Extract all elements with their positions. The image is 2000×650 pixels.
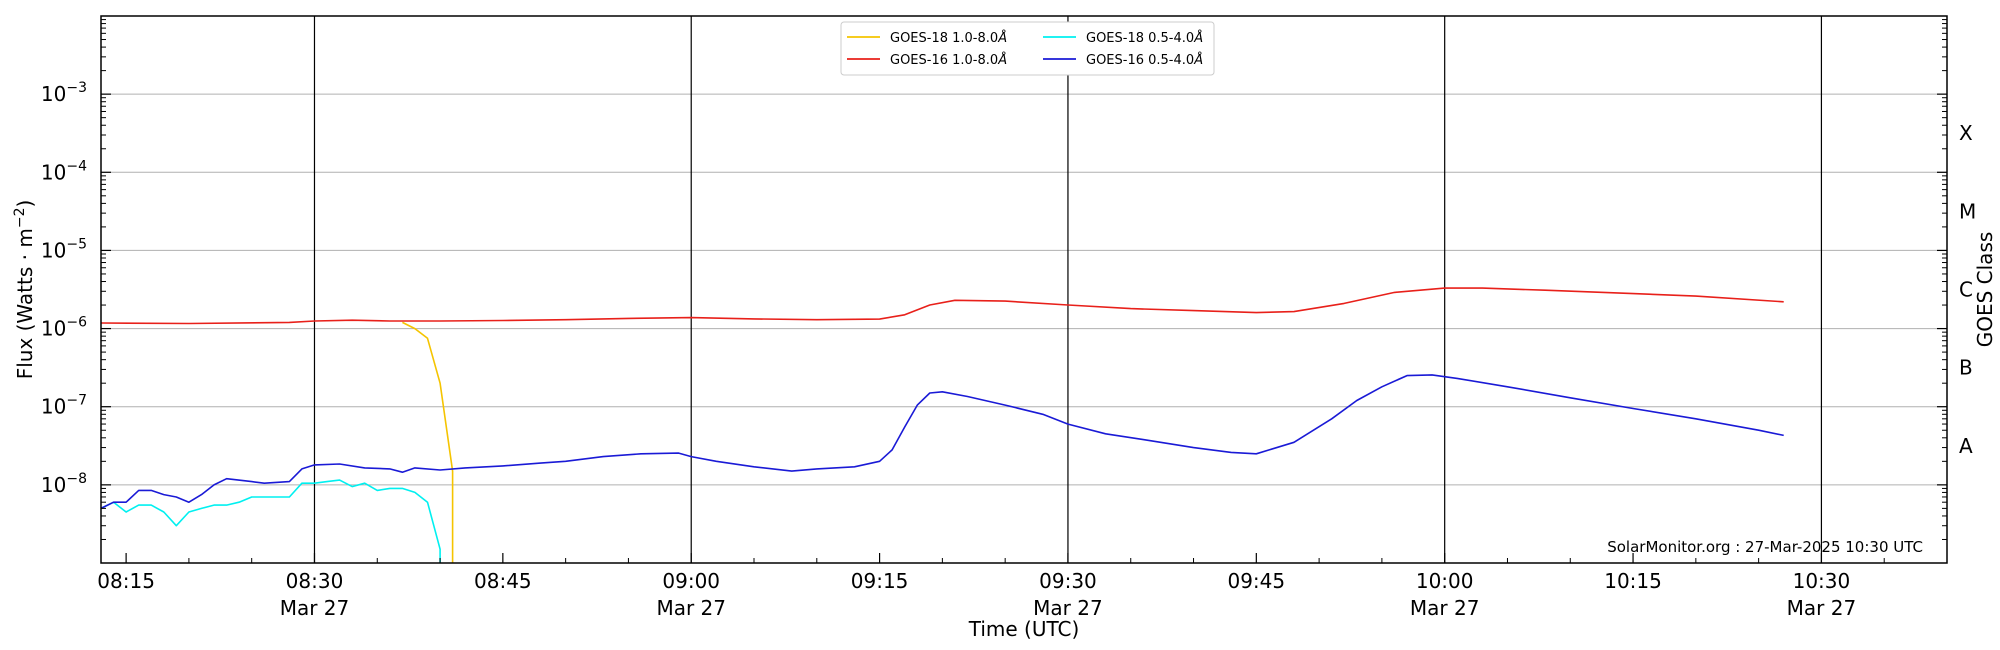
x-tick-label: 08:15 [97, 569, 155, 593]
legend-entry: GOES-18 0.5-4.0Å [1086, 30, 1203, 46]
legend: GOES-18 1.0-8.0Å GOES-18 0.5-4.0Å GOES-16 … [840, 21, 1215, 76]
goes-class-m: M [1959, 199, 1976, 223]
y-tick-label: 10−4 [41, 158, 87, 184]
y-tick-label: 10−3 [41, 80, 87, 106]
x-tick-label: 09:15 [851, 569, 909, 593]
x-tick-date-label: Mar 27 [280, 596, 350, 620]
credit-text: SolarMonitor.org : 27-Mar-2025 10:30 UTC [1607, 538, 1923, 556]
x-tick-label: 08:30 [286, 569, 344, 593]
x-tick-label: 10:15 [1604, 569, 1662, 593]
goes-class-axis-title: GOES Class [1973, 232, 1997, 348]
x-tick-label: 09:45 [1227, 569, 1285, 593]
x-axis-title: Time (UTC) [968, 617, 1080, 641]
x-tick-date-label: Mar 27 [1787, 596, 1857, 620]
x-tick-date-label: Mar 27 [656, 596, 726, 620]
x-tick-label: 08:45 [474, 569, 532, 593]
goes-class-x: X [1959, 121, 1973, 145]
x-tick-label: 09:00 [662, 569, 720, 593]
y-axis-ticks: 10−8 10−7 10−6 10−5 10−4 10−3 [41, 19, 1947, 540]
goes-class-b: B [1959, 356, 1973, 380]
series-line [100, 479, 441, 563]
y-axis-title: Flux (Watts · m−2) [12, 200, 37, 380]
series-layer [100, 287, 1784, 563]
series-line [100, 374, 1784, 510]
legend-entry: GOES-16 0.5-4.0Å [1086, 52, 1203, 68]
goes-class-a: A [1959, 434, 1973, 458]
x-tick-label: 10:00 [1416, 569, 1474, 593]
goes-class-labels: A B C M X [1959, 121, 1976, 458]
series-line [402, 321, 454, 563]
x-tick-date-label: Mar 27 [1033, 596, 1103, 620]
y-tick-label: 10−7 [41, 393, 87, 419]
x-tick-label: 10:30 [1793, 569, 1851, 593]
x-tick-label: 09:30 [1039, 569, 1097, 593]
goes-class-c: C [1959, 278, 1973, 302]
y-tick-label: 10−5 [41, 236, 87, 262]
x-axis-ticks: 08:15 08:30 Mar 27 08:45 09:00 Mar 27 09:15 09:… [97, 553, 1948, 620]
legend-entry: GOES-16 1.0-8.0Å [890, 52, 1007, 68]
plot-frame [100, 15, 1948, 564]
grid-layer [101, 93, 1947, 486]
x-tick-date-label: Mar 27 [1410, 596, 1480, 620]
legend-frame [840, 21, 1215, 76]
y-tick-label: 10−8 [41, 471, 87, 497]
vertical-lines [313, 16, 1823, 563]
legend-entry: GOES-18 1.0-8.0Å [890, 30, 1007, 46]
series-line [100, 287, 1784, 325]
y-tick-label: 10−6 [41, 315, 87, 341]
